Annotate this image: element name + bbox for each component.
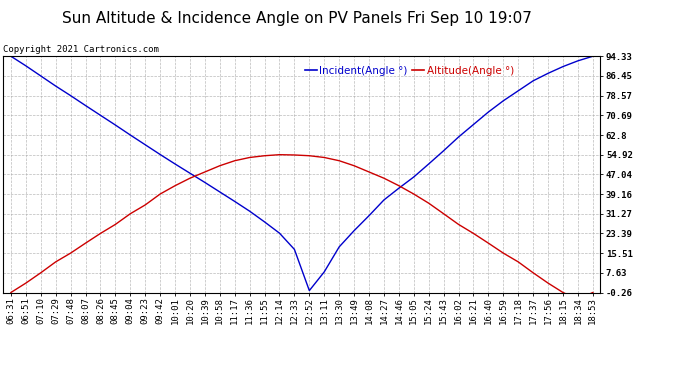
Text: Sun Altitude & Incidence Angle on PV Panels Fri Sep 10 19:07: Sun Altitude & Incidence Angle on PV Pan… <box>62 11 531 26</box>
Text: Copyright 2021 Cartronics.com: Copyright 2021 Cartronics.com <box>3 45 159 54</box>
Legend: Incident(Angle °), Altitude(Angle °): Incident(Angle °), Altitude(Angle °) <box>301 62 518 80</box>
